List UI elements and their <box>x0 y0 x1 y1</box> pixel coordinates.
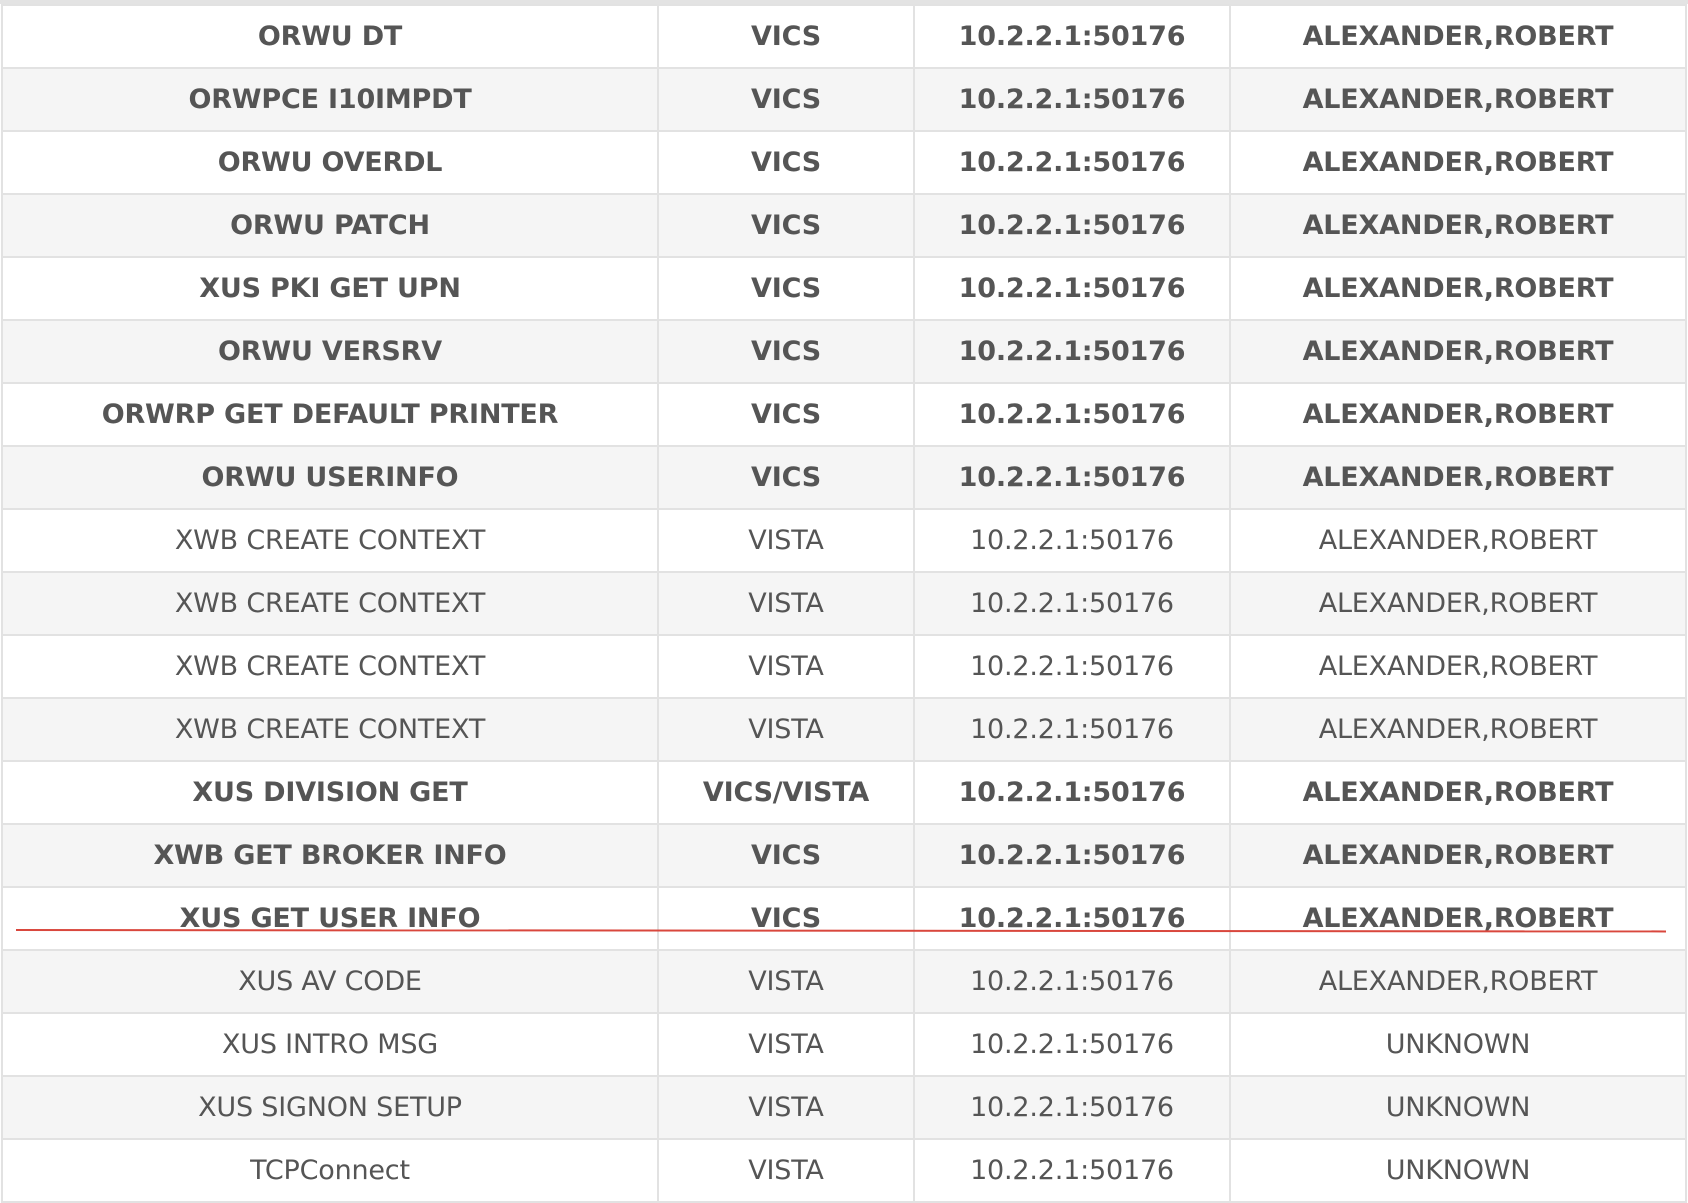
address-cell: 10.2.2.1:50176 <box>913 130 1231 195</box>
user-cell: ALEXANDER,ROBERT <box>1229 886 1687 951</box>
context-cell: VICS <box>657 130 915 195</box>
rpc-name-cell: XWB CREATE CONTEXT <box>1 571 659 636</box>
rpc-name-cell: ORWU OVERDL <box>1 130 659 195</box>
rpc-log-body: ORWU DT VICS 10.2.2.1:50176 ALEXANDER,ROBER… <box>1 4 1687 1203</box>
user-cell: ALEXANDER,ROBERT <box>1229 256 1687 321</box>
rpc-name-cell: XWB CREATE CONTEXT <box>1 697 659 762</box>
table-row[interactable]: ORWPCE I10IMPDT VICS 10.2.2.1:50176 ALEXAND… <box>1 67 1687 132</box>
user-cell: ALEXANDER,ROBERT <box>1229 382 1687 447</box>
table-row[interactable]: XWB CREATE CONTEXT VISTA 10.2.2.1:50176 ALE… <box>1 508 1687 573</box>
rpc-name-cell: XUS DIVISION GET <box>1 760 659 825</box>
table-row[interactable]: XUS PKI GET UPN VICS 10.2.2.1:50176 ALEXAND… <box>1 256 1687 321</box>
address-cell: 10.2.2.1:50176 <box>913 886 1231 951</box>
context-cell: VISTA <box>657 508 915 573</box>
rpc-name-cell: TCPConnect <box>1 1138 659 1203</box>
rpc-name-cell: ORWU PATCH <box>1 193 659 258</box>
rpc-name-cell: XWB CREATE CONTEXT <box>1 634 659 699</box>
context-cell: VICS/VISTA <box>657 760 915 825</box>
table-row[interactable]: XWB GET BROKER INFO VICS 10.2.2.1:50176 ALE… <box>1 823 1687 888</box>
address-cell: 10.2.2.1:50176 <box>913 949 1231 1014</box>
context-cell: VISTA <box>657 697 915 762</box>
address-cell: 10.2.2.1:50176 <box>913 319 1231 384</box>
context-cell: VISTA <box>657 1138 915 1203</box>
address-cell: 10.2.2.1:50176 <box>913 445 1231 510</box>
table-row[interactable]: TCPConnect VISTA 10.2.2.1:50176 UNKNOWN <box>1 1138 1687 1203</box>
context-cell: VICS <box>657 256 915 321</box>
address-cell: 10.2.2.1:50176 <box>913 823 1231 888</box>
table-row[interactable]: XWB CREATE CONTEXT VISTA 10.2.2.1:50176 ALE… <box>1 697 1687 762</box>
table-row[interactable]: XWB CREATE CONTEXT VISTA 10.2.2.1:50176 ALE… <box>1 571 1687 636</box>
context-cell: VICS <box>657 193 915 258</box>
address-cell: 10.2.2.1:50176 <box>913 193 1231 258</box>
context-cell: VISTA <box>657 949 915 1014</box>
address-cell: 10.2.2.1:50176 <box>913 256 1231 321</box>
context-cell: VISTA <box>657 571 915 636</box>
table-row[interactable]: XUS DIVISION GET VICS/VISTA 10.2.2.1:50176… <box>1 760 1687 825</box>
rpc-name-cell: ORWPCE I10IMPDT <box>1 67 659 132</box>
address-cell: 10.2.2.1:50176 <box>913 382 1231 447</box>
table-row[interactable]: ORWU DT VICS 10.2.2.1:50176 ALEXANDER,ROBER… <box>1 4 1687 69</box>
table-row[interactable]: XWB CREATE CONTEXT VISTA 10.2.2.1:50176 ALE… <box>1 634 1687 699</box>
table-row[interactable]: XUS INTRO MSG VISTA 10.2.2.1:50176 UNKNOWN <box>1 1012 1687 1077</box>
rpc-name-cell: XUS GET USER INFO <box>1 886 659 951</box>
user-cell: ALEXANDER,ROBERT <box>1229 760 1687 825</box>
table-row[interactable]: ORWU PATCH VICS 10.2.2.1:50176 ALEXANDER,RO… <box>1 193 1687 258</box>
rpc-name-cell: XWB CREATE CONTEXT <box>1 508 659 573</box>
context-cell: VICS <box>657 445 915 510</box>
context-cell: VISTA <box>657 634 915 699</box>
address-cell: 10.2.2.1:50176 <box>913 571 1231 636</box>
user-cell: ALEXANDER,ROBERT <box>1229 193 1687 258</box>
top-border <box>0 0 1688 4</box>
address-cell: 10.2.2.1:50176 <box>913 634 1231 699</box>
user-cell: ALEXANDER,ROBERT <box>1229 67 1687 132</box>
address-cell: 10.2.2.1:50176 <box>913 508 1231 573</box>
user-cell: ALEXANDER,ROBERT <box>1229 634 1687 699</box>
table-row[interactable]: ORWU OVERDL VICS 10.2.2.1:50176 ALEXANDER,R… <box>1 130 1687 195</box>
address-cell: 10.2.2.1:50176 <box>913 67 1231 132</box>
user-cell: ALEXANDER,ROBERT <box>1229 508 1687 573</box>
context-cell: VISTA <box>657 1012 915 1077</box>
user-cell: ALEXANDER,ROBERT <box>1229 949 1687 1014</box>
user-cell: UNKNOWN <box>1229 1012 1687 1077</box>
rpc-name-cell: ORWRP GET DEFAULT PRINTER <box>1 382 659 447</box>
context-cell: VICS <box>657 67 915 132</box>
address-cell: 10.2.2.1:50176 <box>913 1075 1231 1140</box>
context-cell: VICS <box>657 823 915 888</box>
rpc-name-cell: XUS AV CODE <box>1 949 659 1014</box>
user-cell: ALEXANDER,ROBERT <box>1229 445 1687 510</box>
address-cell: 10.2.2.1:50176 <box>913 1012 1231 1077</box>
rpc-name-cell: XUS PKI GET UPN <box>1 256 659 321</box>
context-cell: VICS <box>657 886 915 951</box>
address-cell: 10.2.2.1:50176 <box>913 760 1231 825</box>
table-row[interactable]: XUS GET USER INFO VICS 10.2.2.1:50176 ALEXA… <box>1 886 1687 951</box>
rpc-name-cell: ORWU USERINFO <box>1 445 659 510</box>
user-cell: ALEXANDER,ROBERT <box>1229 130 1687 195</box>
user-cell: ALEXANDER,ROBERT <box>1229 319 1687 384</box>
context-cell: VICS <box>657 319 915 384</box>
rpc-name-cell: ORWU DT <box>1 4 659 69</box>
address-cell: 10.2.2.1:50176 <box>913 1138 1231 1203</box>
user-cell: ALEXANDER,ROBERT <box>1229 823 1687 888</box>
address-cell: 10.2.2.1:50176 <box>913 697 1231 762</box>
user-cell: ALEXANDER,ROBERT <box>1229 697 1687 762</box>
table-row[interactable]: XUS SIGNON SETUP VISTA 10.2.2.1:50176 UNKNO… <box>1 1075 1687 1140</box>
table-row[interactable]: ORWU VERSRV VICS 10.2.2.1:50176 ALEXANDER,R… <box>1 319 1687 384</box>
rpc-name-cell: XUS INTRO MSG <box>1 1012 659 1077</box>
user-cell: UNKNOWN <box>1229 1075 1687 1140</box>
rpc-name-cell: ORWU VERSRV <box>1 319 659 384</box>
table-row[interactable]: XUS AV CODE VISTA 10.2.2.1:50176 ALEXANDER,… <box>1 949 1687 1014</box>
address-cell: 10.2.2.1:50176 <box>913 4 1231 69</box>
user-cell: ALEXANDER,ROBERT <box>1229 571 1687 636</box>
context-cell: VISTA <box>657 1075 915 1140</box>
rpc-log-table: ORWU DT VICS 10.2.2.1:50176 ALEXANDER,ROBER… <box>1 4 1687 1203</box>
table-row[interactable]: ORWU USERINFO VICS 10.2.2.1:50176 ALEXANDER… <box>1 445 1687 510</box>
context-cell: VICS <box>657 382 915 447</box>
rpc-name-cell: XWB GET BROKER INFO <box>1 823 659 888</box>
context-cell: VICS <box>657 4 915 69</box>
table-row[interactable]: ORWRP GET DEFAULT PRINTER VICS 10.2.2.1:50… <box>1 382 1687 447</box>
user-cell: UNKNOWN <box>1229 1138 1687 1203</box>
rpc-name-cell: XUS SIGNON SETUP <box>1 1075 659 1140</box>
user-cell: ALEXANDER,ROBERT <box>1229 4 1687 69</box>
